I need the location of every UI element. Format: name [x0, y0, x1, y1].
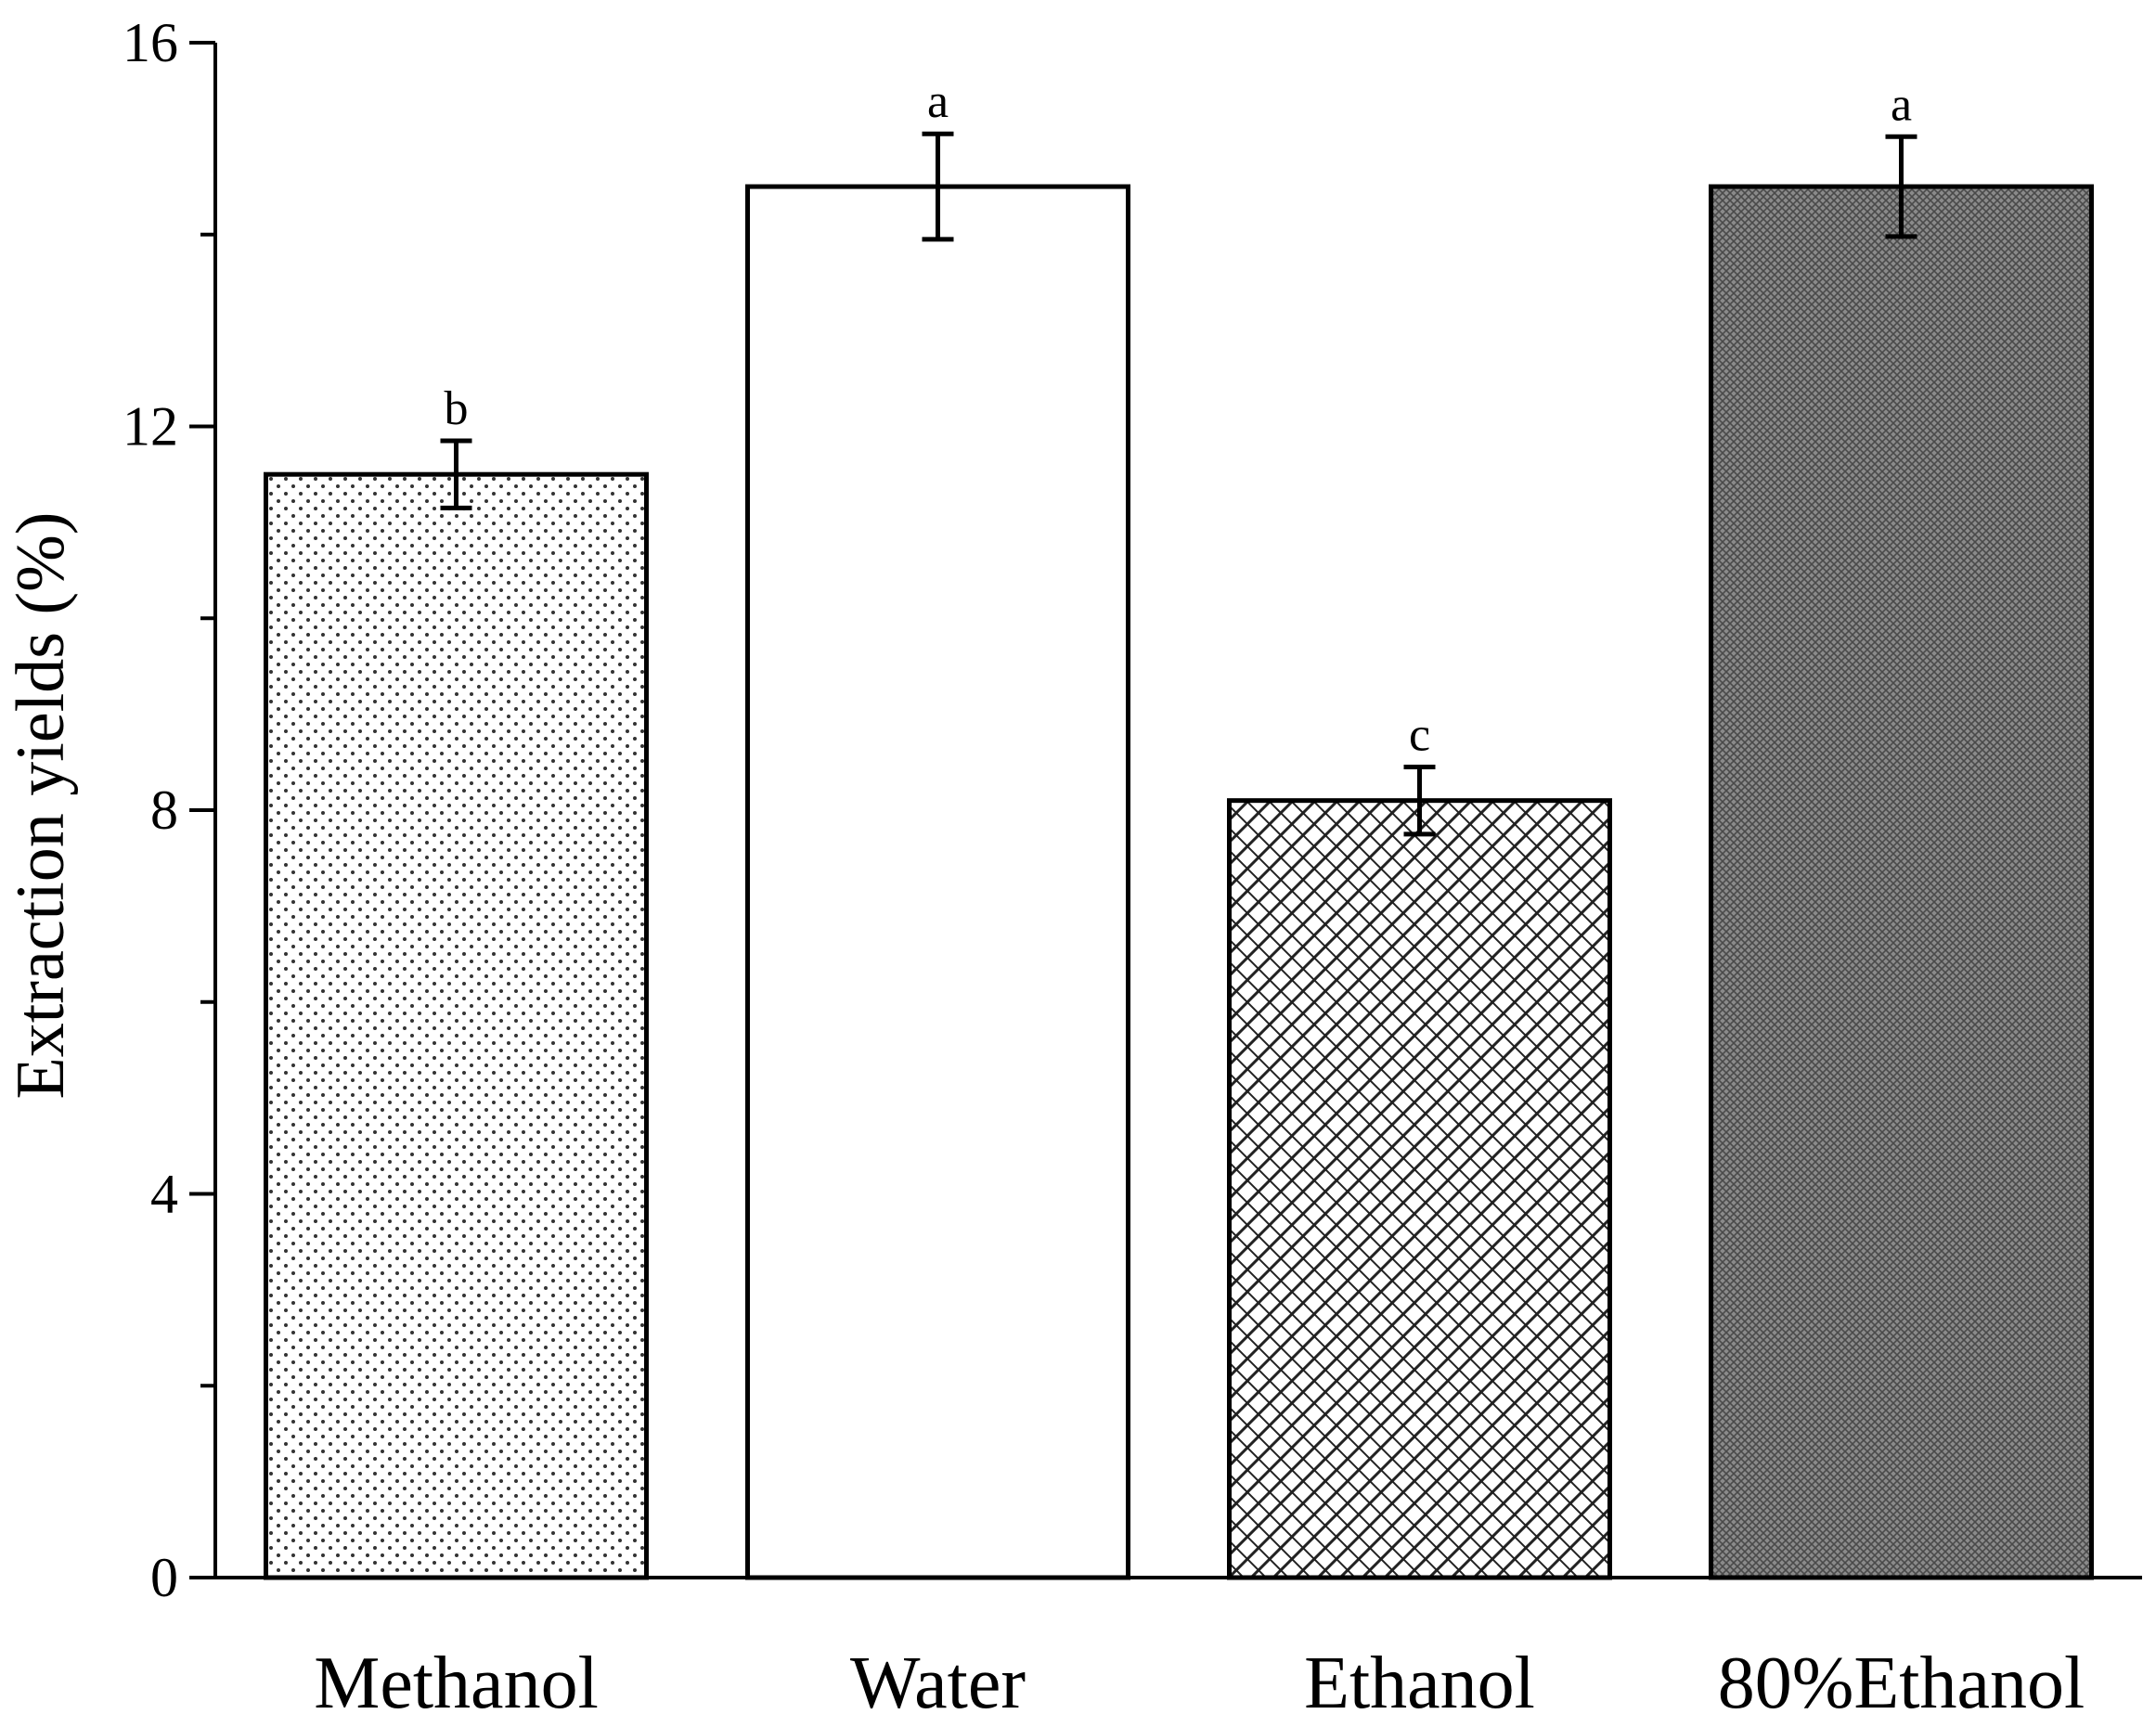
significance-label: b [445, 382, 469, 435]
bar-ethanol [1227, 798, 1612, 1580]
y-tick-label: 12 [123, 396, 178, 458]
y-ticks: 0 4 8 12 16 [123, 12, 215, 1608]
significance-label: a [927, 75, 949, 128]
y-tick-label: 4 [150, 1164, 178, 1225]
significance-label: c [1409, 708, 1430, 761]
error-bar [1403, 764, 1436, 837]
category-label: Water [850, 1643, 1026, 1724]
category-label: Ethanol [1304, 1643, 1535, 1724]
bar-water [745, 184, 1130, 1580]
bars [264, 184, 2094, 1580]
error-bar [440, 438, 472, 510]
error-bar [922, 131, 954, 242]
y-axis-title: Extraction yields (%) [3, 512, 79, 1100]
bar-80-ethanol [1709, 184, 2094, 1580]
category-labels: Methanol Water Ethanol 80%Ethanol [314, 1643, 2085, 1724]
y-tick-label: 8 [150, 780, 178, 841]
category-label: Methanol [314, 1643, 599, 1724]
y-tick-label: 16 [123, 12, 178, 73]
significance-label: a [1891, 78, 1912, 131]
bar-methanol [264, 471, 649, 1580]
significance-labels: b a c a [445, 75, 1913, 761]
error-bar [1885, 134, 1917, 239]
y-tick-label: 0 [150, 1547, 178, 1608]
error-bars [440, 131, 1917, 837]
category-label: 80%Ethanol [1718, 1643, 2085, 1724]
